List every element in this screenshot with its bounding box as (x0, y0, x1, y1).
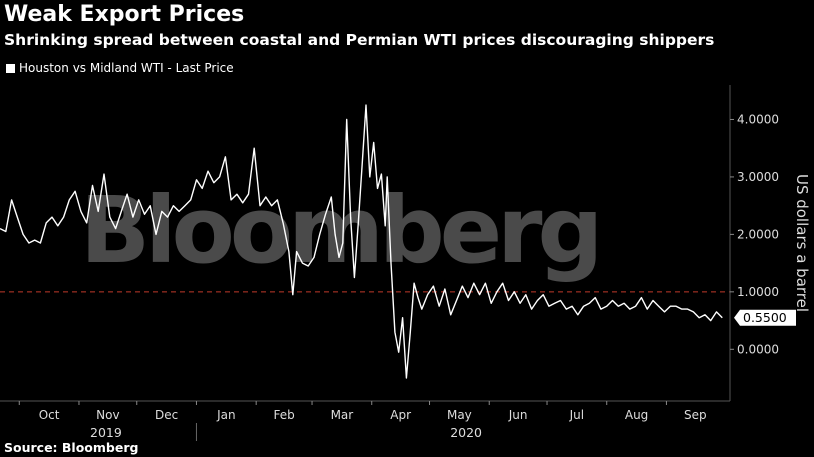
y-axis-label: US dollars a barrel (793, 174, 811, 312)
y-tick-label: 4.0000 (737, 112, 779, 126)
x-tick-label: Aug (625, 408, 648, 422)
y-axis: 0.0000 1.0000 2.0000 3.0000 4.0000 (729, 85, 779, 401)
x-tick-label: May (447, 408, 472, 422)
x-tick-label: Sep (684, 408, 707, 422)
series-line-houston-vs-midland (0, 104, 723, 379)
chart-title: Weak Export Prices (4, 2, 245, 27)
x-tick-label: Oct (39, 408, 60, 422)
source-note: Source: Bloomberg (4, 440, 139, 455)
bloomberg-watermark: Bloomberg (80, 177, 598, 284)
last-value-label: 0.5500 (743, 310, 787, 325)
x-tick-label: Apr (390, 408, 411, 422)
year-label: 2020 (450, 425, 482, 440)
chart-subtitle: Shrinking spread between coastal and Per… (4, 31, 715, 49)
x-tick-label: Jan (216, 408, 236, 422)
legend-swatch (6, 63, 15, 73)
last-value-tag: 0.5500 (734, 309, 796, 326)
y-tick-label: 0.0000 (737, 342, 779, 356)
y-tick-label: 2.0000 (737, 227, 779, 241)
y-tick-label: 3.0000 (737, 170, 779, 184)
y-tick-label: 1.0000 (737, 285, 779, 299)
legend-series-label: Houston vs Midland WTI - Last Price (19, 61, 234, 75)
x-tick-label: Jul (569, 408, 584, 422)
x-tick-label: Jun (508, 408, 528, 422)
year-label: 2019 (90, 425, 122, 440)
legend: Houston vs Midland WTI - Last Price (6, 61, 234, 75)
x-tick-label: Feb (273, 408, 294, 422)
last-value-tag-bg (734, 309, 796, 326)
x-tick-label: Nov (96, 408, 119, 422)
x-tick-label: Dec (155, 408, 178, 422)
x-tick-label: Mar (331, 408, 354, 422)
x-axis: Oct Nov Dec Jan Feb Mar Apr May Jun Jul Aug Sep 2019… (0, 400, 730, 441)
